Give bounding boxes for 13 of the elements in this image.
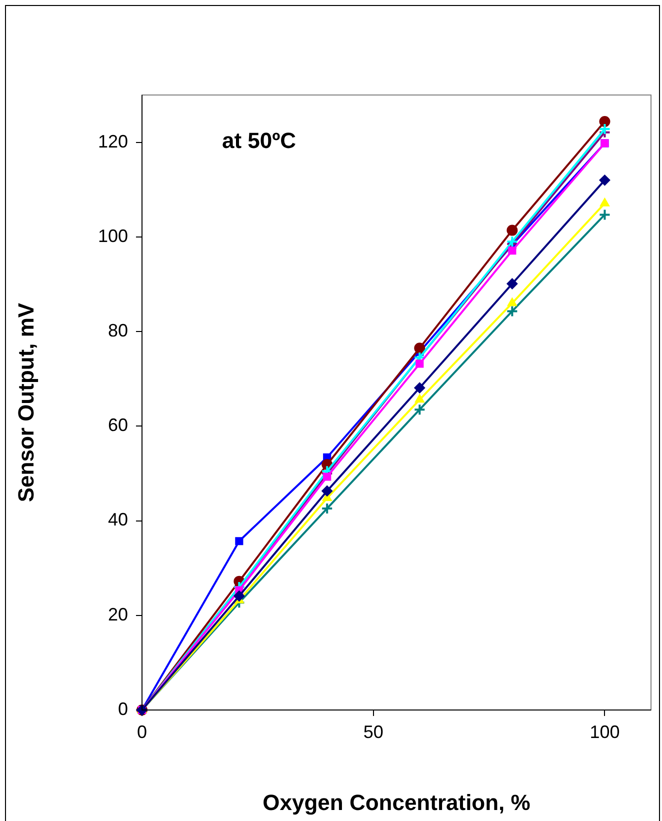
y-tick-label: 40 [108,510,128,530]
y-tick-label: 100 [98,226,128,246]
y-tick-label: 60 [108,415,128,436]
x-tick-label: 100 [590,722,620,742]
x-tick-label: 0 [136,722,148,742]
x-tick-label: 50 [363,722,384,742]
annotation: at 50ºC [222,128,296,154]
x-axis-title: Oxygen Concentration, % [262,790,530,815]
y-tick-label: 20 [108,604,128,624]
y-tick-label: 80 [108,320,128,341]
y-tick-label: 0 [118,698,128,719]
y-tick-label: 120 [98,131,128,152]
y-axis-title: Sensor Output, mV [13,302,38,502]
